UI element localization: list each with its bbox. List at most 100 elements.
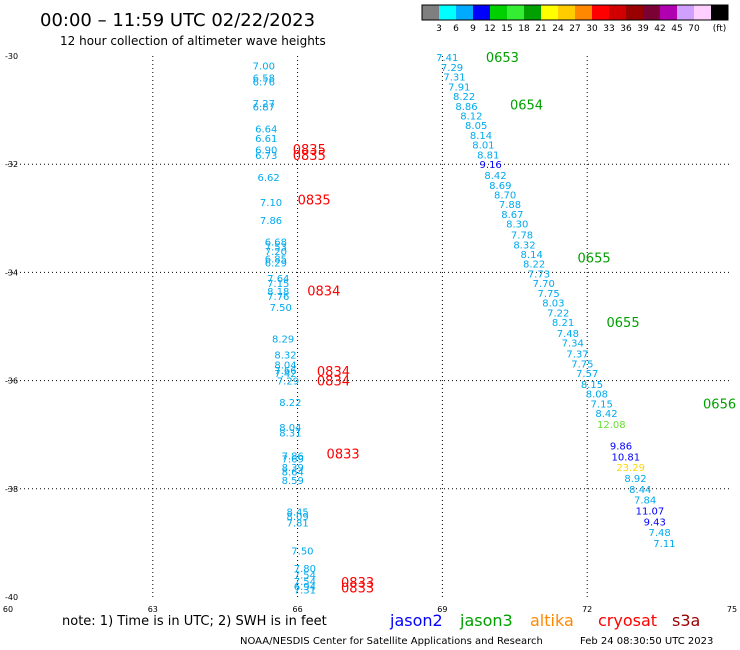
swh-label: 8.22 bbox=[453, 92, 475, 103]
color-scale-tick: 12 bbox=[484, 24, 495, 34]
color-scale-tick: 15 bbox=[501, 24, 512, 34]
color-scale-tick: 18 bbox=[518, 24, 530, 34]
swh-label: 7.27 bbox=[253, 99, 275, 110]
swh-label: 7.73 bbox=[528, 269, 550, 280]
swh-label: 7.64 bbox=[267, 274, 289, 285]
swh-label: 8.32 bbox=[274, 351, 296, 362]
color-swatch bbox=[524, 5, 541, 20]
color-scale-tick: 39 bbox=[637, 24, 649, 34]
swh-label: 7.57 bbox=[576, 369, 598, 380]
swh-label: 6.76 bbox=[253, 77, 275, 88]
swh-label: 6.62 bbox=[258, 173, 280, 184]
legend-entry-jason2: jason2 bbox=[389, 611, 443, 630]
x-tick-label: 72 bbox=[582, 605, 592, 614]
swh-label: 8.31 bbox=[279, 429, 301, 440]
swh-label: 8.44 bbox=[629, 485, 651, 496]
pass-time-label: 0833 bbox=[341, 576, 374, 591]
swh-label: 6.87 bbox=[253, 102, 275, 113]
swh-label: 8.45 bbox=[286, 508, 308, 519]
swh-label: 8.21 bbox=[552, 318, 574, 329]
color-scale-tick: 21 bbox=[535, 24, 546, 34]
color-swatch bbox=[490, 5, 507, 20]
swh-label: 8.67 bbox=[501, 210, 523, 221]
color-scale-tick: 42 bbox=[654, 24, 665, 34]
swh-label: 7.69 bbox=[282, 455, 304, 466]
swh-label: 6.73 bbox=[255, 151, 277, 162]
pass-time-label: 0655 bbox=[607, 316, 640, 331]
swh-label: 7.75 bbox=[571, 359, 593, 370]
pass-time-label: 0835 bbox=[293, 149, 326, 164]
swh-label: 12.08 bbox=[597, 420, 626, 431]
swh-label: 7.42 bbox=[274, 369, 296, 380]
swh-label: 8.81 bbox=[477, 150, 499, 161]
swh-label: 7.86 bbox=[282, 451, 304, 462]
swh-label: 7.66 bbox=[274, 366, 296, 377]
color-scale-bar: 3 6 9 12 15 18 21 24 27 30 33 36 39 42 45 70 (ft) bbox=[421, 4, 729, 34]
swh-label: 8.12 bbox=[460, 112, 482, 123]
chart-axes: 60 63 66 69 72 75 -30 -32 -34 -36 -38 -40 bbox=[3, 52, 737, 614]
swh-label: 23.29 bbox=[616, 463, 645, 474]
swh-label: 8.03 bbox=[542, 299, 564, 310]
swh-label: 6.29 bbox=[265, 259, 287, 270]
swh-label: 8.92 bbox=[624, 474, 646, 485]
pass-time-label: 0833 bbox=[327, 448, 360, 463]
swh-label: 7.41 bbox=[436, 53, 458, 64]
swh-label: 8.42 bbox=[484, 171, 506, 182]
data-labels: 7.006.586.76 7.276.87 6.646.616.906.73 6.62… bbox=[253, 51, 736, 596]
color-swatch bbox=[456, 5, 473, 20]
x-tick-label: 66 bbox=[293, 605, 303, 614]
color-scale-tick: 27 bbox=[569, 24, 580, 34]
swh-label: 7.10 bbox=[260, 198, 282, 209]
chart-grid bbox=[8, 56, 732, 597]
swh-label: 7.48 bbox=[648, 528, 670, 539]
y-tick-label: -32 bbox=[5, 160, 18, 169]
swh-label: 7.50 bbox=[291, 546, 313, 557]
swh-label: 7.86 bbox=[260, 216, 282, 227]
color-swatch bbox=[660, 5, 677, 20]
chart-subtitle: 12 hour collection of altimeter wave hei… bbox=[60, 34, 326, 48]
x-tick-label: 60 bbox=[3, 605, 13, 614]
swh-label: 7.84 bbox=[634, 496, 656, 507]
swh-label: 8.18 bbox=[267, 287, 289, 298]
color-scale-tick: 30 bbox=[586, 24, 598, 34]
swh-label: 7.80 bbox=[294, 564, 316, 575]
swh-label: 7.75 bbox=[537, 289, 559, 300]
swh-label: 6.90 bbox=[255, 146, 277, 157]
color-scale-tick: (ft) bbox=[713, 24, 727, 34]
color-scale-tick: 9 bbox=[470, 24, 476, 34]
color-scale-tick: 70 bbox=[688, 24, 700, 34]
swh-label: 11.07 bbox=[636, 506, 665, 517]
swh-label: 7.53 bbox=[265, 242, 287, 253]
y-tick-label: -30 bbox=[5, 52, 18, 61]
color-scale-tick: 6 bbox=[453, 24, 459, 34]
swh-label: 10.81 bbox=[611, 452, 640, 463]
color-swatch bbox=[558, 5, 575, 20]
swh-label: 7.11 bbox=[653, 539, 675, 550]
swh-label: 8.32 bbox=[513, 240, 535, 251]
swh-label: 8.70 bbox=[494, 190, 516, 201]
swh-label: 6.64 bbox=[255, 124, 277, 135]
color-swatch bbox=[626, 5, 643, 20]
pass-time-label: 0655 bbox=[578, 251, 611, 266]
swh-label: 6.85 bbox=[265, 254, 287, 265]
color-scale-tick: 45 bbox=[671, 24, 682, 34]
legend-entry-cryosat: cryosat bbox=[598, 611, 657, 630]
swh-label: 8.14 bbox=[470, 131, 492, 142]
color-swatch bbox=[473, 5, 490, 20]
swh-label: 8.59 bbox=[282, 476, 304, 487]
y-tick-label: -40 bbox=[5, 593, 18, 602]
pass-time-label: 0653 bbox=[486, 51, 519, 66]
pass-time-label: 0834 bbox=[307, 284, 340, 299]
color-swatch bbox=[439, 5, 456, 20]
color-swatch bbox=[575, 5, 592, 20]
swh-label: 7.54 bbox=[294, 577, 316, 588]
swh-label: 9.86 bbox=[610, 442, 632, 453]
color-swatch bbox=[609, 5, 626, 20]
swh-label: 7.34 bbox=[562, 339, 584, 350]
swh-label: 7.22 bbox=[547, 308, 569, 319]
swh-label: 7.91 bbox=[448, 82, 470, 93]
swh-label: 8.22 bbox=[523, 260, 545, 271]
swh-label: 8.01 bbox=[472, 141, 494, 152]
